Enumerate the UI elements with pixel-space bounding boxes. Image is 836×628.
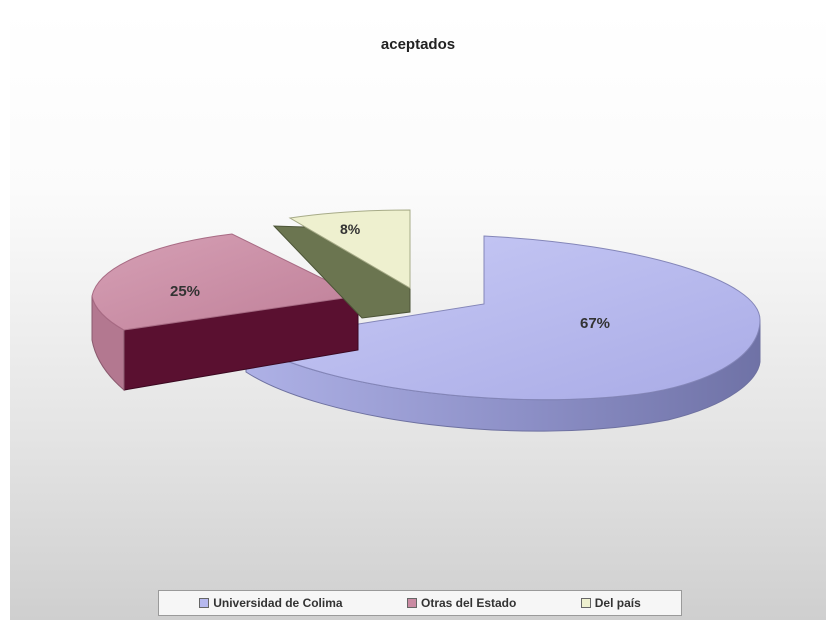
legend-item-universidad: Universidad de Colima — [199, 596, 343, 610]
slice-top-otras — [91, 233, 360, 331]
legend-swatch-universidad — [199, 598, 210, 608]
legend-swatch-otras — [406, 598, 417, 608]
data-label-otras: 25% — [170, 283, 200, 300]
legend-label-otras: Otras del Estado — [420, 596, 517, 610]
data-label-delpais: 8% — [340, 221, 361, 237]
legend-label-delpais: Del país — [594, 596, 641, 610]
chart-legend: Universidad de Colima Otras del Estado D… — [158, 590, 682, 616]
legend-label-universidad: Universidad de Colima — [213, 596, 343, 610]
data-label-universidad: 67% — [580, 315, 610, 332]
legend-swatch-delpais — [580, 598, 591, 608]
legend-item-otras: Otras del Estado — [406, 596, 517, 610]
slice-top-universidad — [244, 235, 761, 401]
legend-item-delpais: Del país — [580, 596, 641, 610]
slice-top-delpais — [288, 209, 411, 289]
chart-title: aceptados — [380, 36, 456, 53]
